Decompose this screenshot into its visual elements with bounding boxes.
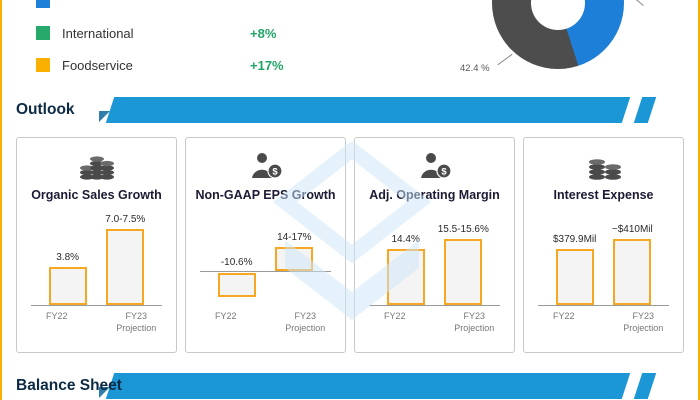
bar-fy23 — [613, 239, 652, 305]
svg-text:$: $ — [441, 166, 447, 177]
legend-swatch — [36, 58, 50, 72]
x-axis-line — [538, 305, 669, 306]
ribbon-fold — [99, 111, 110, 122]
legend-swatch — [36, 0, 50, 8]
legend-row-partial — [36, 0, 306, 17]
donut-callout-line — [633, 0, 644, 7]
card-organic-sales-growth: Organic Sales Growth 3.8% 7.0-7.5% FY22 … — [16, 137, 177, 353]
svg-text:$: $ — [272, 166, 278, 177]
card-title: Non-GAAP EPS Growth — [195, 188, 336, 202]
outlook-section-banner: Outlook — [2, 97, 698, 123]
legend-value: +8% — [250, 25, 277, 41]
card-interest-expense: Interest Expense $379.9Mil ~$410Mil FY22… — [523, 137, 684, 353]
bar-value-label: 14.4% — [391, 234, 420, 245]
coins-icon — [17, 147, 176, 185]
bar-fy22-negative — [217, 273, 256, 297]
ribbon-shape — [105, 97, 631, 123]
legend-label: Foodservice — [62, 57, 133, 73]
zero-axis-line — [200, 271, 331, 272]
legend-label: International — [62, 25, 134, 41]
bar-value-label: 3.8% — [56, 252, 80, 263]
card-title: Interest Expense — [553, 188, 654, 202]
bar-fy23 — [444, 239, 483, 305]
card-title: Organic Sales Growth — [31, 188, 162, 202]
bar-value-label: ~$410Mil — [611, 224, 653, 235]
x-axis-line — [369, 305, 500, 306]
bar-value-label: $379.9Mil — [552, 234, 597, 245]
x-label: FY23 Projection — [623, 311, 664, 333]
x-label: FY23 Projection — [454, 311, 495, 333]
legend-row-international: International +8% — [36, 17, 306, 49]
bar-value-label: -10.6% — [220, 257, 253, 268]
x-axis-labels: FY22 FY23 Projection — [186, 311, 345, 334]
sales-mix-donut-chart — [492, 0, 624, 69]
bar-chart: -10.6% 14-17% — [200, 210, 331, 306]
bar-value-label: 14-17% — [277, 232, 312, 243]
ribbon-fold — [99, 387, 110, 398]
bar-chart: $379.9Mil ~$410Mil — [538, 210, 669, 306]
person-dollar-icon: $ — [186, 147, 345, 185]
x-axis-labels: FY22 FY23 Projection — [524, 311, 683, 334]
x-label: FY23 Projection — [116, 311, 157, 333]
card-title: Adj. Operating Margin — [369, 188, 500, 202]
bar-fy22 — [555, 249, 594, 305]
ribbon-arrow-tip — [633, 97, 657, 123]
bar-value-label: 7.0-7.5% — [105, 214, 146, 225]
bar-fy22 — [386, 249, 425, 305]
x-label: FY22 — [45, 311, 68, 321]
balance-sheet-section-banner: Balance Sheet — [2, 373, 698, 399]
donut-callout-line — [497, 53, 513, 66]
x-axis-line — [31, 305, 162, 306]
bar-fy23 — [275, 247, 314, 271]
ribbon-arrow-tip — [633, 373, 657, 399]
bar-chart: 14.4% 15.5-15.6% — [369, 210, 500, 306]
legend-row-foodservice: Foodservice +17% — [36, 49, 306, 81]
x-axis-labels: FY22 FY23 Projection — [17, 311, 176, 334]
donut-slice-label: 42.4 % — [460, 63, 490, 74]
card-non-gaap-eps-growth: $ Non-GAAP EPS Growth -10.6% 14-17% FY22… — [185, 137, 346, 353]
bar-fy23 — [106, 229, 145, 305]
bar-fy22 — [48, 267, 87, 305]
card-adj-operating-margin: $ Adj. Operating Margin 14.4% 15.5-15.6%… — [354, 137, 515, 353]
section-title: Outlook — [16, 101, 75, 118]
x-label: FY22 — [214, 311, 237, 321]
section-title: Balance Sheet — [16, 377, 122, 394]
bar-chart: 3.8% 7.0-7.5% — [31, 210, 162, 306]
coins-icon — [524, 147, 683, 185]
legend-value: +17% — [250, 57, 284, 73]
legend-swatch — [36, 26, 50, 40]
segment-legend: International +8% Foodservice +17% — [36, 0, 306, 81]
ribbon-shape — [105, 373, 631, 399]
x-label: FY22 — [383, 311, 406, 321]
bar-value-label: 15.5-15.6% — [437, 224, 489, 235]
x-label: FY23 Projection — [285, 311, 326, 333]
x-label: FY22 — [552, 311, 575, 321]
person-dollar-icon: $ — [355, 147, 514, 185]
x-axis-labels: FY22 FY23 Projection — [355, 311, 514, 334]
outlook-cards: Organic Sales Growth 3.8% 7.0-7.5% FY22 … — [16, 137, 684, 353]
